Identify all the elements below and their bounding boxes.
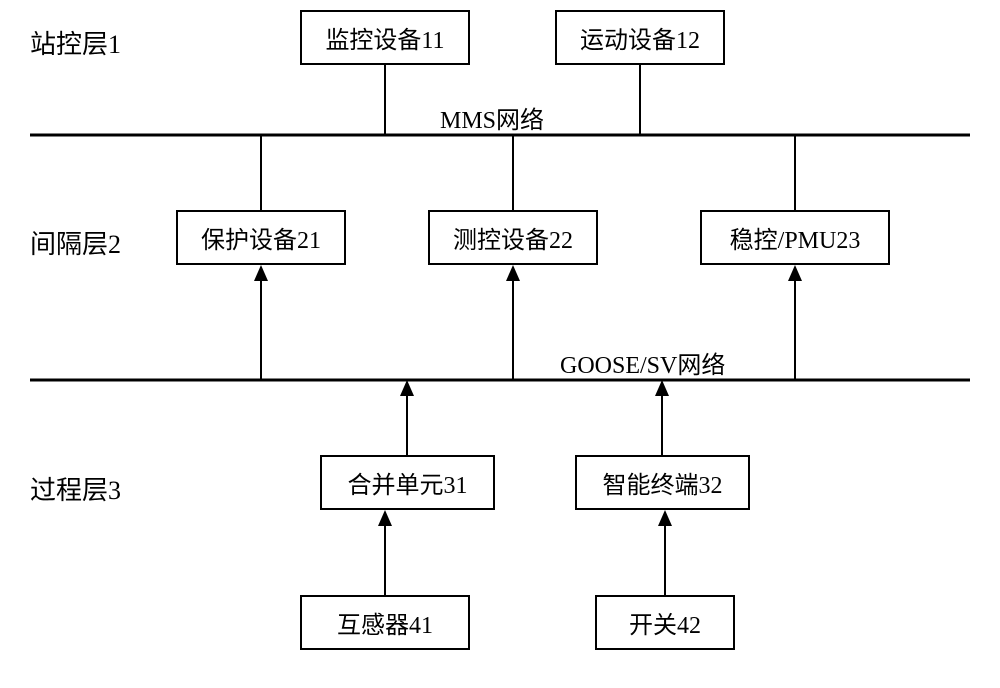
diagram-canvas: 站控层1 间隔层2 过程层3 MMS网络 GOOSE/SV网络 监控设备11 运… <box>0 0 1000 688</box>
box-stability-pmu-23: 稳控/PMU23 <box>700 210 890 265</box>
box-protection-device-21: 保护设备21 <box>176 210 346 265</box>
network-label-goose: GOOSE/SV网络 <box>560 345 725 380</box>
box-measure-control-device-22: 测控设备22 <box>428 210 598 265</box>
box-telecontrol-device-12: 运动设备12 <box>555 10 725 65</box>
box-transformer-41: 互感器41 <box>300 595 470 650</box>
layer-label-process: 过程层3 <box>30 470 121 507</box>
network-label-mms: MMS网络 <box>440 100 544 135</box>
box-merging-unit-31: 合并单元31 <box>320 455 495 510</box>
layer-label-station: 站控层1 <box>30 24 121 61</box>
box-switch-42: 开关42 <box>595 595 735 650</box>
box-monitor-device-11: 监控设备11 <box>300 10 470 65</box>
layer-label-bay: 间隔层2 <box>30 224 121 261</box>
box-intelligent-terminal-32: 智能终端32 <box>575 455 750 510</box>
